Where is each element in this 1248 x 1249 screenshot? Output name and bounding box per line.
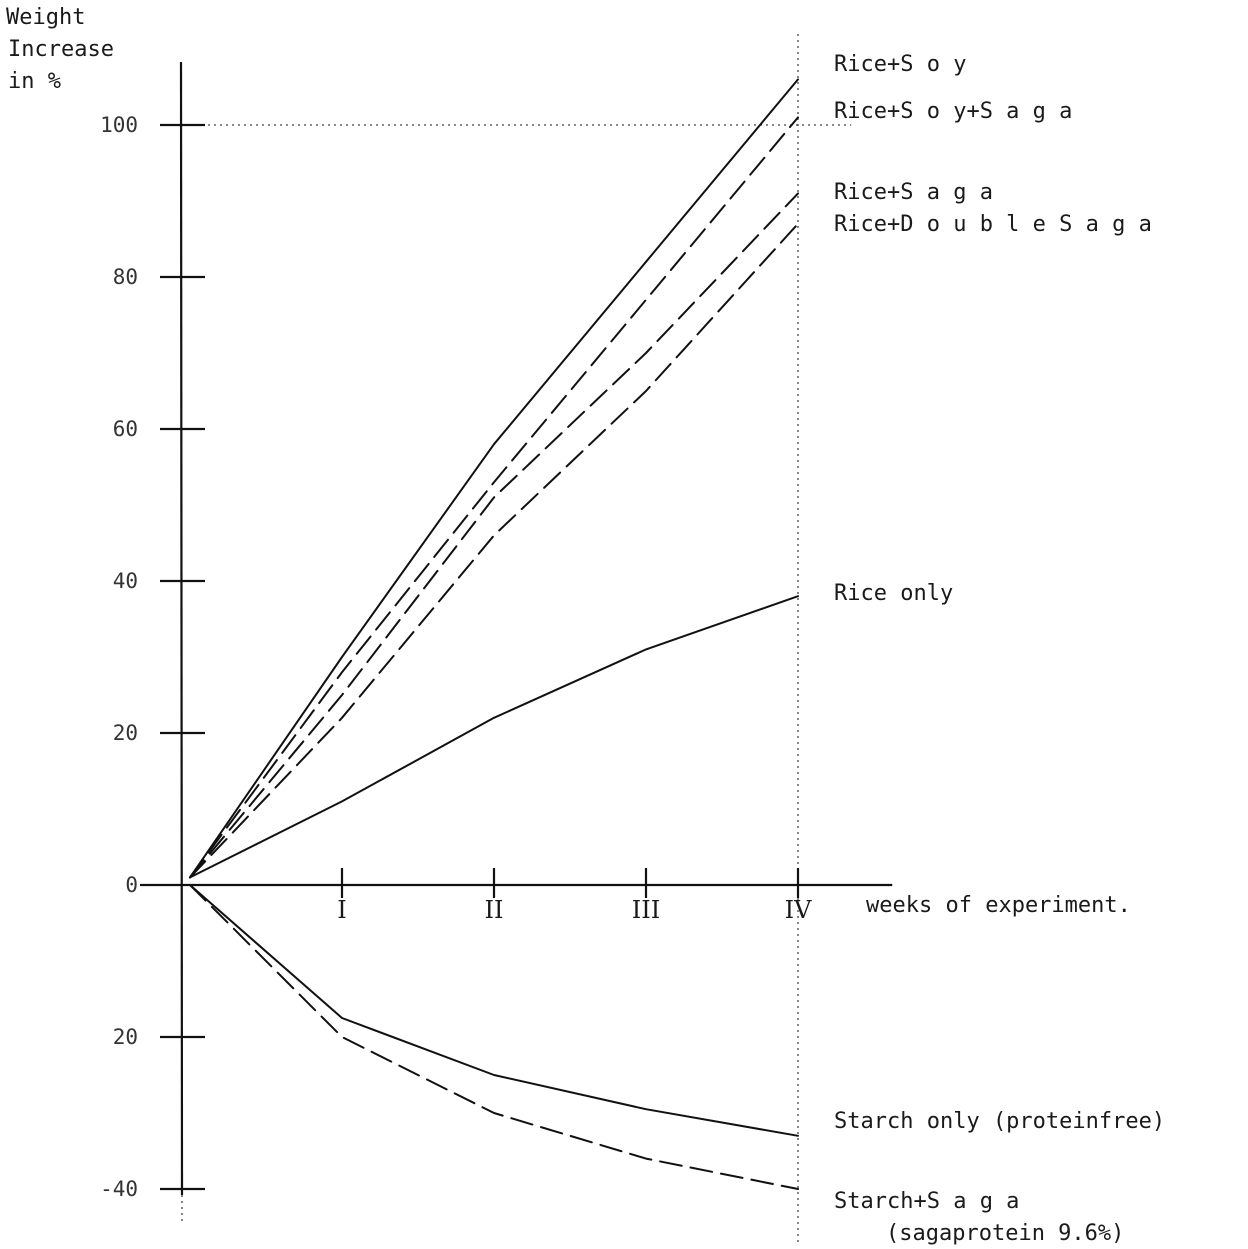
y-axis-line (181, 62, 182, 1195)
series-label-7: Starch+S a g a (834, 1189, 1019, 1214)
series-label-6: Starch only (proteinfree) (834, 1109, 1165, 1134)
x-tick-label: I (337, 896, 346, 924)
x-ticks: I II III IV (337, 868, 812, 924)
y-tick-label: 100 (100, 113, 138, 137)
x-axis-label: weeks of experiment. (866, 893, 1131, 918)
series-label-2: Rice+S o y+S a g a (834, 99, 1072, 124)
series-line-4 (190, 224, 798, 878)
y-axis-label-line: Weight (6, 5, 85, 30)
series-line-3 (190, 193, 798, 877)
series-line-5 (190, 596, 798, 877)
series-line-7 (190, 885, 798, 1189)
series-lines (190, 79, 798, 1189)
y-axis-label-line: Increase (8, 37, 114, 62)
y-tick-label: 20 (113, 1025, 138, 1049)
series-label-4: Rice+D o u b l e S a g a (834, 212, 1152, 237)
axes (140, 62, 892, 1222)
series-label-5: Rice only (834, 581, 953, 606)
y-tick-label: 0 (125, 873, 138, 897)
series-labels: Rice+S o y Rice+S o y+S a g a Rice+S a g a… (834, 52, 1165, 1246)
y-tick-label: -40 (100, 1177, 138, 1201)
y-tick-label: 60 (113, 417, 138, 441)
reference-lines (190, 34, 851, 1245)
series-label-1: Rice+S o y (834, 52, 966, 77)
y-tick-label: 40 (113, 569, 138, 593)
x-tick-label: IV (785, 896, 812, 924)
y-ticks: 100 80 60 40 20 0 20 -40 (100, 113, 205, 1201)
x-tick-label: III (632, 896, 660, 924)
series-label-3: Rice+S a g a (834, 180, 993, 205)
series-line-1 (190, 79, 798, 877)
y-axis-label-line: in % (8, 69, 61, 94)
y-tick-label: 80 (113, 265, 138, 289)
y-tick-label: 20 (113, 721, 138, 745)
series-label-7-line2: (sagaprotein 9.6%) (886, 1221, 1124, 1246)
y-axis-label: Weight Increase in % (6, 5, 114, 94)
x-tick-label: II (485, 896, 504, 924)
